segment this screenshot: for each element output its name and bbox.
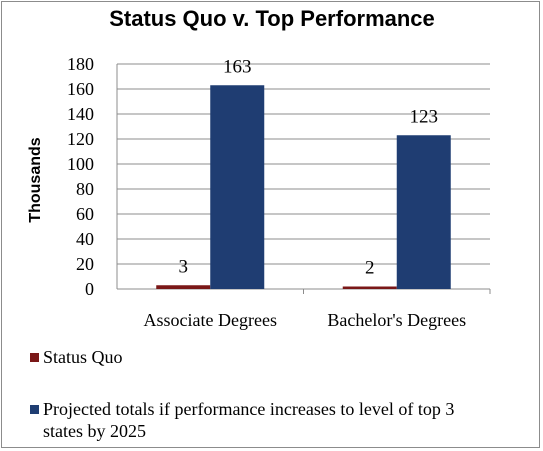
category-labels: Associate Degrees Bachelor's Degrees [144,310,467,330]
y-tick-label: 180 [67,54,94,74]
y-tick-label: 60 [76,204,94,224]
category-label: Associate Degrees [144,310,277,330]
data-label: 3 [179,256,189,277]
legend-swatch [30,405,39,414]
y-tick-label: 160 [67,79,94,99]
bars [156,85,451,289]
legend-swatch [30,353,39,362]
data-label: 2 [365,258,375,279]
bar [210,85,265,289]
data-label: 123 [410,106,439,127]
y-axis-label: Thousands [27,137,44,222]
y-tick-label: 100 [67,154,94,174]
bar [156,285,211,289]
bar [396,135,451,289]
data-label: 163 [223,56,252,77]
legend-label: Status Quo [43,347,123,367]
y-tick-label: 0 [85,279,94,299]
bar [342,286,397,289]
y-tick-label: 140 [67,104,94,124]
legend: Status Quo Projected totals if performanc… [30,347,454,441]
y-tick-label: 80 [76,179,94,199]
y-tick-label: 40 [76,229,94,249]
y-tick-label: 20 [76,254,94,274]
legend-label: states by 2025 [43,421,146,441]
y-tick-labels: 0 20 40 60 80 100 120 140 160 180 [67,54,94,299]
legend-label: Projected totals if performance increase… [43,399,454,419]
data-labels: 3 163 2 123 [179,56,439,278]
chart-title: Status Quo v. Top Performance [109,6,435,31]
category-label: Bachelor's Degrees [327,310,466,330]
y-tick-label: 120 [67,129,94,149]
